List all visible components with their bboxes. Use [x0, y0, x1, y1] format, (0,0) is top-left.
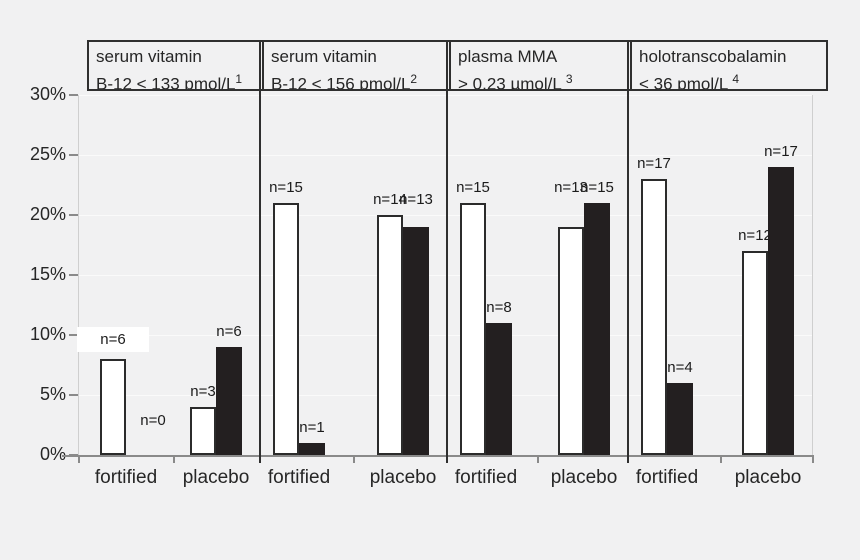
bar-black [486, 323, 512, 455]
x-axis-tick [537, 455, 539, 463]
plot-border-left [78, 95, 79, 455]
y-axis-label: 30% [29, 84, 66, 104]
group-axis-label: placebo [550, 467, 618, 488]
bar-count-label: n=4 [667, 359, 693, 376]
group-axis-label: fortified [267, 467, 331, 488]
panel-header-line1: serum vitamin [96, 47, 202, 66]
x-axis-tick [173, 455, 175, 463]
panel-header-footnote: 3 [565, 72, 573, 86]
group-axis-label: placebo [734, 467, 802, 488]
group-axis-label: fortified [94, 467, 158, 488]
bar-count-label: n=13 [399, 191, 433, 208]
plot-border-right [812, 95, 813, 455]
bar-count-label: n=15 [269, 179, 303, 196]
bar-white [100, 359, 126, 455]
y-axis-label: 10% [29, 324, 66, 344]
bar-white [190, 407, 216, 455]
panel-header-line1: plasma MMA [458, 47, 558, 66]
panel-header-cell: serum vitamin B-12 < 156 pmol/L2 [262, 42, 449, 89]
group-axis-label: fortified [454, 467, 518, 488]
y-axis-label: 20% [29, 204, 66, 224]
bar-black [584, 203, 610, 455]
bar-white [742, 251, 768, 455]
bar-count-label: n=6 [216, 323, 242, 340]
gridline [78, 95, 812, 96]
y-axis-tick [69, 154, 78, 156]
bar-black [403, 227, 429, 455]
panel-header-line1: serum vitamin [271, 47, 377, 66]
bar-count-label: n=17 [637, 155, 671, 172]
panel-header-footnote: 1 [235, 72, 243, 86]
y-axis-tick [69, 334, 78, 336]
panel-header-cell: serum vitamin B-12 < 133 pmol/L1 [89, 42, 262, 89]
gridline [78, 335, 812, 336]
panel-header-line2: < 36 pmol/L 4 [639, 68, 830, 89]
group-axis-label: fortified [635, 467, 699, 488]
bar-count-label: n=8 [486, 299, 512, 316]
y-axis-tick [69, 274, 78, 276]
bar-count-label: n=15 [456, 179, 490, 196]
panel-divider [446, 40, 448, 463]
gridline [78, 215, 812, 216]
panel-header-line2: B-12 < 133 pmol/L1 [96, 68, 262, 89]
bar-black [667, 383, 693, 455]
panel-header-cell: plasma MMA > 0.23 µmol/L 3 [449, 42, 630, 89]
gridline [78, 155, 812, 156]
bar-count-label: n=1 [299, 419, 325, 436]
x-axis-tick [78, 455, 80, 463]
panel-divider [627, 40, 629, 463]
bar-count-label: n=0 [140, 412, 166, 429]
bar-white [558, 227, 584, 455]
bar-count-label: n=13 [554, 179, 588, 196]
panel-header-line2-text: < 36 pmol/L [639, 74, 733, 89]
group-axis-label: placebo [182, 467, 250, 488]
panel-header-row: serum vitamin B-12 < 133 pmol/L1 serum vit… [87, 40, 828, 91]
panel-header-cell: holotranscobalamin < 36 pmol/L 4 [630, 42, 830, 89]
bar-white [273, 203, 299, 455]
group-axis-label: placebo [369, 467, 437, 488]
bar-count-label: n=3 [190, 383, 216, 400]
bar-count-label: n=14 [373, 191, 407, 208]
panel-divider [259, 40, 261, 463]
bar-white [641, 179, 667, 455]
gridline [78, 275, 812, 276]
gridline [78, 395, 812, 396]
bar-count-label: n=12 [738, 227, 772, 244]
bar-white [377, 215, 403, 455]
y-axis-label: 5% [39, 384, 66, 404]
x-axis-tick [720, 455, 722, 463]
bar-count-label: n=17 [764, 143, 798, 160]
bar-count-label: n=6 [77, 327, 149, 352]
bar-black [299, 443, 325, 455]
bar-white [460, 203, 486, 455]
x-axis-line [62, 455, 814, 457]
panel-header-line1: holotranscobalamin [639, 47, 787, 66]
x-axis-tick [353, 455, 355, 463]
panel-header-footnote: 2 [410, 72, 418, 86]
y-axis-label: 25% [29, 144, 66, 164]
bar-count-label: n=15 [580, 179, 614, 196]
x-axis-tick [812, 455, 814, 463]
bar-black [768, 167, 794, 455]
y-axis-tick [69, 394, 78, 396]
panel-header-line2: > 0.23 µmol/L 3 [458, 68, 630, 89]
panel-header-line2-text: B-12 < 133 pmol/L [96, 74, 236, 89]
bar-black [216, 347, 242, 455]
panel-header-line2: B-12 < 156 pmol/L2 [271, 68, 449, 89]
panel-header-footnote: 4 [732, 72, 740, 86]
y-axis-tick [69, 214, 78, 216]
y-axis-label: 0% [39, 444, 66, 464]
panel-header-line2-text: B-12 < 156 pmol/L [271, 74, 411, 89]
panel-header-line2-text: > 0.23 µmol/L [458, 74, 566, 89]
y-axis-tick [69, 94, 78, 96]
y-axis-label: 15% [29, 264, 66, 284]
